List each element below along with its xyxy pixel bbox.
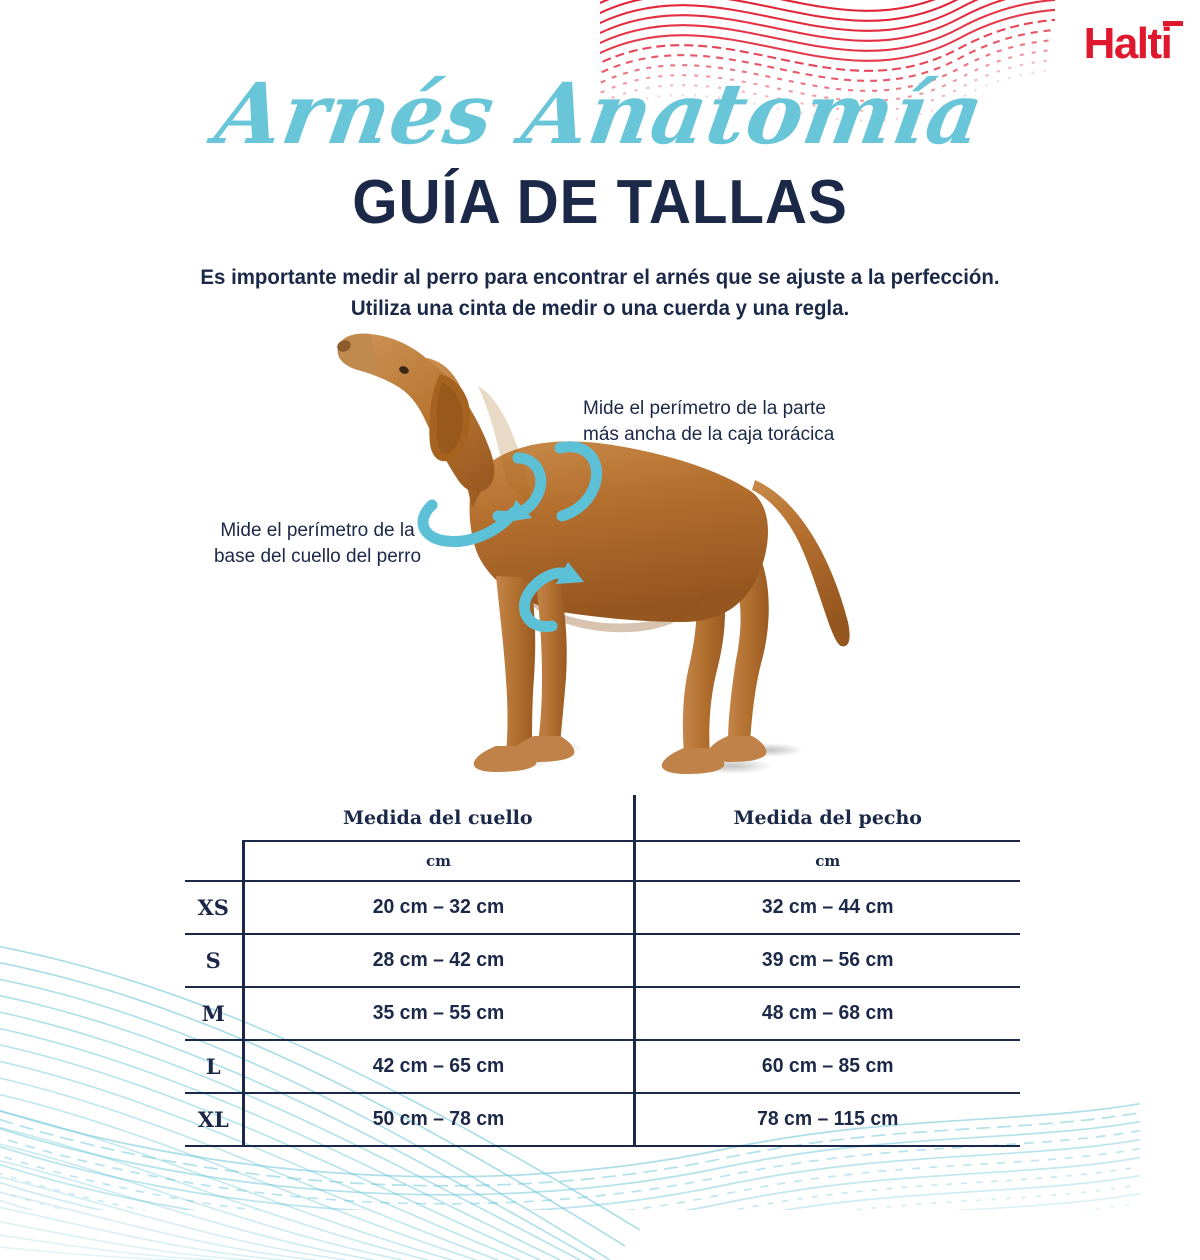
unit-neck: cm [241,840,636,881]
brand-logo-text: Halti [1083,19,1173,68]
dog-belly-shade [528,580,714,633]
dog-tail [752,480,850,647]
header-chest: Medida del pecho [733,806,922,829]
size-label: XL [185,1092,243,1147]
table-row: XL 50 cm – 78 cm 78 cm – 115 cm [185,1092,1020,1147]
arrow-heads-group [506,500,584,584]
table-row: XS 20 cm – 32 cm 32 cm – 44 cm [185,880,1020,934]
neck-value: 50 cm – 78 cm [247,1092,630,1147]
size-label: S [185,933,243,987]
chest-value: 78 cm – 115 cm [639,1092,1015,1147]
size-table: Medida del cuello Medida del pecho cm cm… [185,795,1020,1147]
dog-body-group [337,333,850,774]
dog-paw [707,736,767,762]
header-corner-blank [185,795,243,841]
chest-measure-arrow-top [554,441,603,522]
chest-value: 32 cm – 44 cm [639,880,1015,934]
chest-value: 48 cm – 68 cm [639,986,1015,1040]
table-header-row: Medida del cuello Medida del pecho [185,795,1020,841]
subtitle-line-2: Utiliza una cinta de medir o una cuerda … [350,295,850,320]
chest-arrowhead [556,562,584,584]
dog-paw [511,736,575,762]
dog-front-leg-far [536,580,567,744]
chest-measure-arrow-bottom [518,567,574,633]
neck-value: 20 cm – 32 cm [247,880,630,934]
chest-value: 39 cm – 56 cm [639,933,1015,987]
page-title: GUÍA DE TALLAS [352,168,848,237]
script-title: Arnés Anatomía [209,64,991,163]
table-body: XS 20 cm – 32 cm 32 cm – 44 cm S 28 cm –… [185,880,1020,1147]
annotation-neck-line-2: base del cuello del perro [213,545,422,567]
dog-ear-inner [436,382,464,455]
dog-eye [399,366,409,374]
table-row: M 35 cm – 55 cm 48 cm – 68 cm [185,986,1020,1040]
table-row: S 28 cm – 42 cm 39 cm – 56 cm [185,933,1020,987]
dog-rear-leg-far [728,560,769,744]
annotation-chest-line-1: Mide el perímetro de la parte [583,398,826,419]
size-label: XS [185,880,243,934]
neck-arrowhead [506,500,532,522]
size-label: L [185,1039,243,1093]
table-row: L 42 cm – 65 cm 60 cm – 85 cm [185,1039,1020,1093]
neck-value: 28 cm – 42 cm [247,933,630,987]
size-label: M [185,986,243,1040]
neck-value: 42 cm – 65 cm [247,1039,630,1093]
header-neck: Medida del cuello [243,795,636,841]
dog-illustration [300,330,900,790]
table-unit-row: cm cm [185,840,1020,881]
neck-value: 35 cm – 55 cm [247,986,630,1040]
subtitle-line-1: Es importante medir al perro para encont… [200,265,1000,289]
annotation-chest-line-2: más ancha de la caja torácica [583,423,835,445]
measurement-arrows-group [417,441,603,633]
subtitle: Es importante medir al perro para encont… [30,262,1170,323]
dog-neck-shade [478,386,534,516]
dog-nose [337,340,351,352]
size-table-wrapper: Medida del cuello Medida del pecho cm cm… [185,795,1020,1147]
annotation-chest: Mide el perímetro de la parte más ancha … [583,396,913,447]
unit-corner-blank [185,841,243,881]
unit-chest: cm [634,840,1020,881]
chest-value: 60 cm – 85 cm [639,1039,1015,1093]
neck-measure-arrow-front [417,499,520,548]
annotation-neck-line-1: Mide el perímetro de la [220,520,415,541]
brand-logo: Halti [1055,0,1200,88]
annotation-neck: Mide el perímetro de la base del cuello … [185,518,450,569]
logo-t-crossbar [1163,21,1183,26]
